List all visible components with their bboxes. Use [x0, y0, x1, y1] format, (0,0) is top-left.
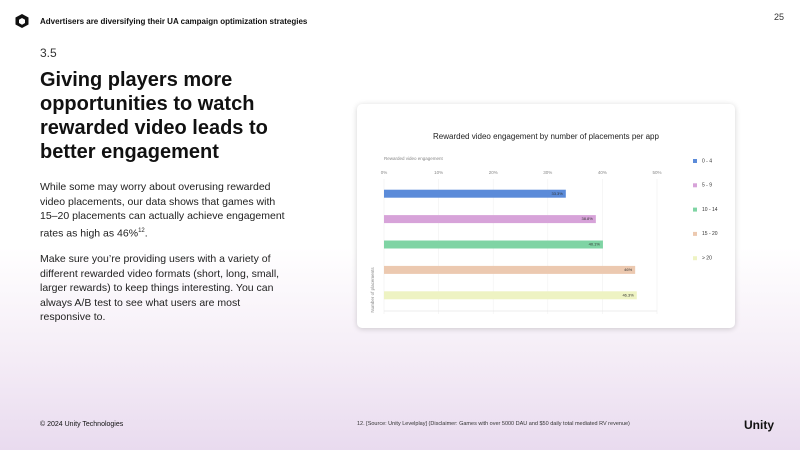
text: While some may worry about overusing rew… [40, 181, 285, 239]
x-tick-label: 0% [381, 170, 388, 175]
data-label: 40.1% [589, 242, 601, 247]
footnote-ref: 12 [138, 227, 145, 234]
chart-card: Rewarded video engagement by number of p… [357, 104, 735, 328]
footer: © 2024 Unity Technologies [40, 421, 124, 428]
legend-label: > 20 [702, 256, 712, 262]
legend-label: 15 - 20 [702, 231, 718, 237]
footnote: 12. [Source: Unity Levelplay] (Disclaime… [357, 421, 630, 427]
data-label: 46% [624, 267, 632, 272]
logo: Unity [744, 418, 774, 432]
legend-swatch [693, 207, 697, 212]
data-label: 38.8% [582, 216, 594, 221]
y-axis-label: Number of placements [370, 267, 375, 313]
data-label: 46.3% [622, 292, 634, 297]
bar [384, 189, 566, 198]
x-tick-label: 30% [543, 170, 552, 175]
legend-swatch [693, 231, 697, 236]
bar [384, 240, 603, 249]
x-tick-label: 40% [598, 170, 607, 175]
x-axis-label: Rewarded video engagement [384, 156, 444, 161]
text: . [144, 227, 148, 239]
x-tick-label: 20% [489, 170, 498, 175]
data-label: 33.3% [551, 191, 563, 196]
header: Advertisers are diversifying their UA ca… [40, 17, 308, 26]
chart: Rewarded video engagement by number of p… [370, 132, 718, 314]
legend-label: 5 - 9 [702, 183, 712, 189]
legend-swatch [693, 159, 697, 163]
paragraph: Make sure you’re providing users with a … [40, 252, 285, 325]
bar [384, 215, 596, 224]
page-number: 25 [773, 12, 784, 22]
legend-swatch [693, 256, 697, 261]
text: Make sure you’re providing users with a … [40, 253, 280, 323]
paragraph: While some may worry about overusing rew… [40, 180, 285, 241]
title: Giving players more opportunities to wat… [40, 69, 268, 163]
x-tick-label: 50% [652, 170, 661, 175]
bar [384, 265, 636, 274]
brand-icon [15, 14, 29, 28]
legend-label: 10 - 14 [702, 207, 718, 213]
legend-label: 0 - 4 [702, 158, 712, 164]
chart-title: Rewarded video engagement by number of p… [433, 132, 659, 141]
x-tick-label: 10% [434, 170, 443, 175]
section-number: 3.5 [40, 46, 57, 60]
legend-swatch [693, 183, 697, 188]
bar [384, 291, 637, 300]
